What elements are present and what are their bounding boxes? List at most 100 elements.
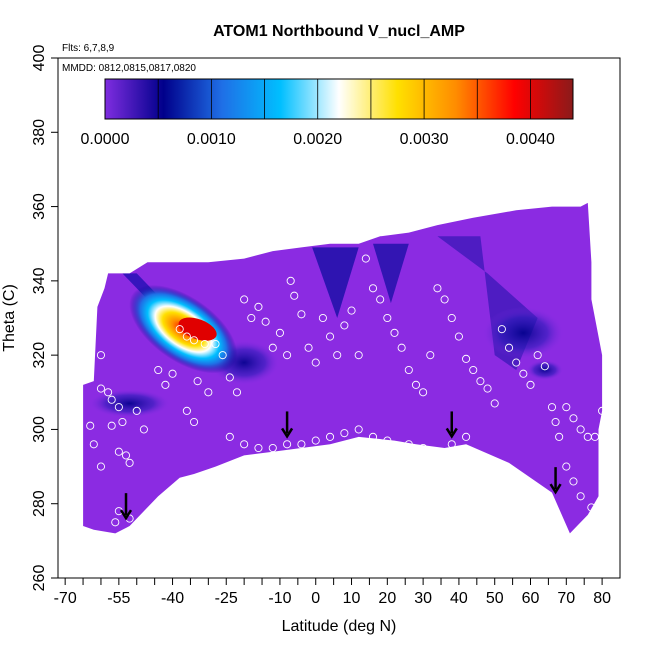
observation-point: [240, 295, 249, 304]
heatmap-field: [83, 202, 603, 534]
observation-point: [247, 313, 256, 323]
observation-point: [275, 328, 284, 337]
observation-point: [340, 321, 349, 330]
y-tick-label: 300: [31, 416, 48, 443]
y-axis-label: Theta (C): [1, 284, 18, 352]
observation-point: [462, 432, 471, 441]
observation-point: [261, 317, 270, 326]
observation-point: [104, 388, 113, 397]
observation-point: [433, 447, 442, 456]
colorbar-tick-label: 0.0040: [506, 131, 555, 148]
observation-point: [86, 421, 95, 430]
observation-point: [411, 380, 421, 389]
observation-point: [533, 351, 542, 360]
observation-point: [383, 436, 392, 445]
observation-point: [268, 343, 277, 352]
arrow-markers: [119, 411, 562, 521]
x-tick-label: 50: [486, 590, 504, 607]
observation-point: [96, 462, 106, 471]
colorbar-bar: [104, 78, 574, 120]
observation-point: [590, 432, 599, 441]
x-axis-label: Latitude (deg N): [282, 618, 397, 635]
observation-point: [125, 458, 134, 467]
observation-point: [193, 377, 202, 386]
y-tick-label: 380: [31, 119, 48, 146]
observation-point: [225, 432, 234, 441]
y-tick-label: 320: [31, 342, 48, 369]
observation-point: [569, 477, 578, 486]
heatmap-base: [83, 202, 603, 534]
observation-point: [182, 332, 191, 341]
x-tick-label: 0: [311, 590, 320, 607]
observation-point: [368, 284, 378, 293]
colorbar: 0.0000 0.0010 0.0020 0.0030 0.0040: [81, 78, 574, 148]
observation-point: [551, 417, 560, 427]
observation-point: [240, 440, 249, 449]
observation-point: [96, 351, 106, 360]
observation-point: [326, 332, 335, 341]
observation-point: [297, 310, 306, 319]
y-tick-label: 280: [31, 490, 48, 517]
observation-point: [326, 432, 335, 441]
observation-point: [504, 343, 514, 352]
observation-point: [383, 313, 392, 323]
observation-point: [168, 369, 177, 378]
observation-point: [268, 443, 277, 453]
observation-point: [476, 377, 485, 386]
observation-point: [318, 313, 327, 323]
observation-point: [182, 406, 191, 415]
observation-point: [283, 351, 292, 360]
x-tick-label: -70: [54, 590, 77, 607]
x-tick-label: 20: [378, 590, 396, 607]
observation-point: [290, 291, 299, 300]
observation-point: [111, 518, 120, 527]
observation-point: [454, 332, 463, 341]
arrow-head: [119, 509, 133, 521]
observation-point: [114, 447, 123, 456]
observation-point: [587, 503, 596, 512]
observation-point: [232, 388, 242, 397]
x-tick-label: 80: [593, 590, 611, 607]
x-axis: -70 -55 -40 -25 -10 0 10 20 30 40 50 60 70 80: [54, 578, 611, 607]
x-tick-label: 70: [557, 590, 575, 607]
observation-point: [118, 417, 127, 427]
observation-point: [555, 432, 564, 441]
y-tick-label: 360: [31, 193, 48, 220]
observation-point: [354, 425, 363, 434]
observation-point: [598, 406, 607, 415]
observation-point: [211, 339, 220, 349]
colorbar-tick-label: 0.0000: [81, 131, 130, 148]
observation-point: [311, 436, 320, 445]
observation-point: [576, 492, 585, 501]
heatmap-feature-trough-b: [373, 243, 409, 304]
observation-point: [107, 395, 116, 404]
observation-points: [86, 254, 607, 527]
observation-point: [440, 295, 449, 304]
colorbar-tick-label: 0.0010: [187, 131, 236, 148]
arrow-head: [281, 427, 294, 439]
heatmap-feature-peak-core: [178, 317, 217, 341]
x-tick-label: -40: [161, 590, 184, 607]
observation-point: [469, 365, 478, 375]
colorbar-tick-label: 0.0030: [400, 131, 449, 148]
colorbar-tick-label: 0.0020: [293, 131, 342, 148]
observation-point: [404, 440, 413, 449]
observation-point: [368, 432, 378, 441]
observation-point: [490, 399, 499, 408]
observation-point: [562, 403, 571, 412]
y-tick-label: 260: [31, 565, 48, 592]
arrow-head: [445, 427, 458, 439]
observation-point: [121, 451, 131, 460]
x-tick-label: -55: [107, 590, 130, 607]
observation-point: [189, 417, 199, 427]
observation-point: [404, 365, 413, 375]
arrow-head: [549, 483, 562, 495]
heatmap-feature-trough-d: [483, 306, 564, 359]
observation-point: [512, 358, 521, 367]
observation-point: [526, 380, 535, 389]
observation-point: [340, 429, 349, 438]
observation-point: [419, 388, 428, 397]
observation-point: [462, 354, 471, 363]
observation-point: [419, 443, 428, 453]
observation-point: [189, 336, 199, 345]
